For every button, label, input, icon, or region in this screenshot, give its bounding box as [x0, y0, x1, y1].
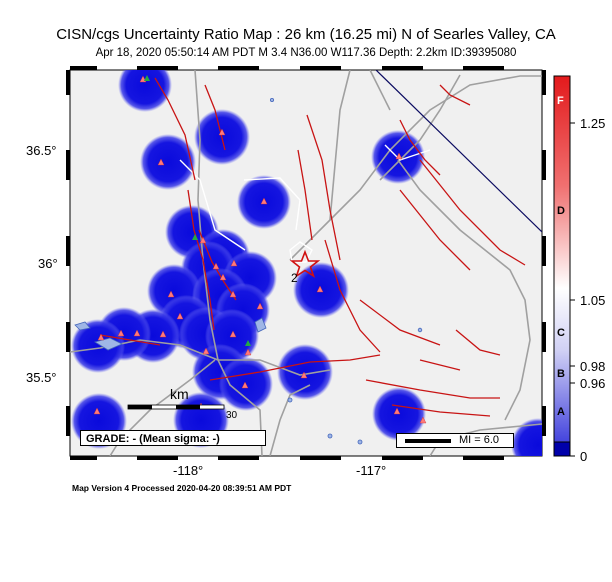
lon-tick-118: -118° — [173, 463, 204, 478]
colorbar-letter-d: D — [557, 205, 565, 217]
faults — [99, 77, 526, 417]
frame-ticks — [66, 66, 546, 460]
station-markers — [93, 75, 427, 424]
mi-legend: MI = 6.0 — [396, 433, 514, 448]
colorbar-letter-a: A — [557, 406, 565, 418]
colorbar-value-1-05: 1.05 — [580, 293, 606, 308]
colorbar-letter-b: B — [557, 368, 565, 380]
lat-tick-36: 36° — [38, 256, 58, 271]
scale-bar — [127, 404, 225, 410]
colorbar-letter-c: C — [557, 327, 565, 339]
colorbar-value-0-96: 0.96 — [580, 376, 606, 391]
map-title: CISN/cgs Uncertainty Ratio Map : 26 km (… — [56, 26, 556, 43]
lat-tick-36-5: 36.5° — [26, 143, 57, 158]
grade-box: GRADE: - (Mean sigma: -) — [80, 430, 266, 446]
colorbar-letter-f: F — [557, 95, 564, 107]
scale-unit-label: km — [170, 386, 189, 402]
colorbar-value-0: 0 — [580, 449, 588, 464]
station-markers-green — [144, 75, 251, 346]
mi-bar — [405, 439, 451, 443]
scale-end-label: 30 — [226, 410, 238, 421]
colorbar-value-1-25: 1.25 — [580, 116, 606, 131]
event-subtitle: Apr 18, 2020 05:50:14 AM PDT M 3.4 N36.0… — [95, 47, 517, 59]
state-border — [375, 70, 542, 233]
lat-tick-35-5: 35.5° — [26, 370, 57, 385]
colorbar — [553, 75, 575, 457]
footer-processed: Map Version 4 Processed 2020-04-20 08:39… — [72, 483, 292, 493]
lon-tick-117: -117° — [356, 463, 387, 478]
mi-label: MI = 6.0 — [459, 434, 500, 446]
epicenter-label: 2 — [291, 271, 298, 285]
roads — [70, 70, 542, 456]
highways — [179, 144, 431, 263]
epicenter-star — [289, 249, 321, 278]
colorbar-value-0-98: 0.98 — [580, 359, 606, 374]
lakes — [74, 98, 423, 445]
